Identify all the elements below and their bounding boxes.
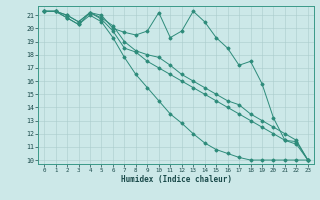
- X-axis label: Humidex (Indice chaleur): Humidex (Indice chaleur): [121, 175, 231, 184]
